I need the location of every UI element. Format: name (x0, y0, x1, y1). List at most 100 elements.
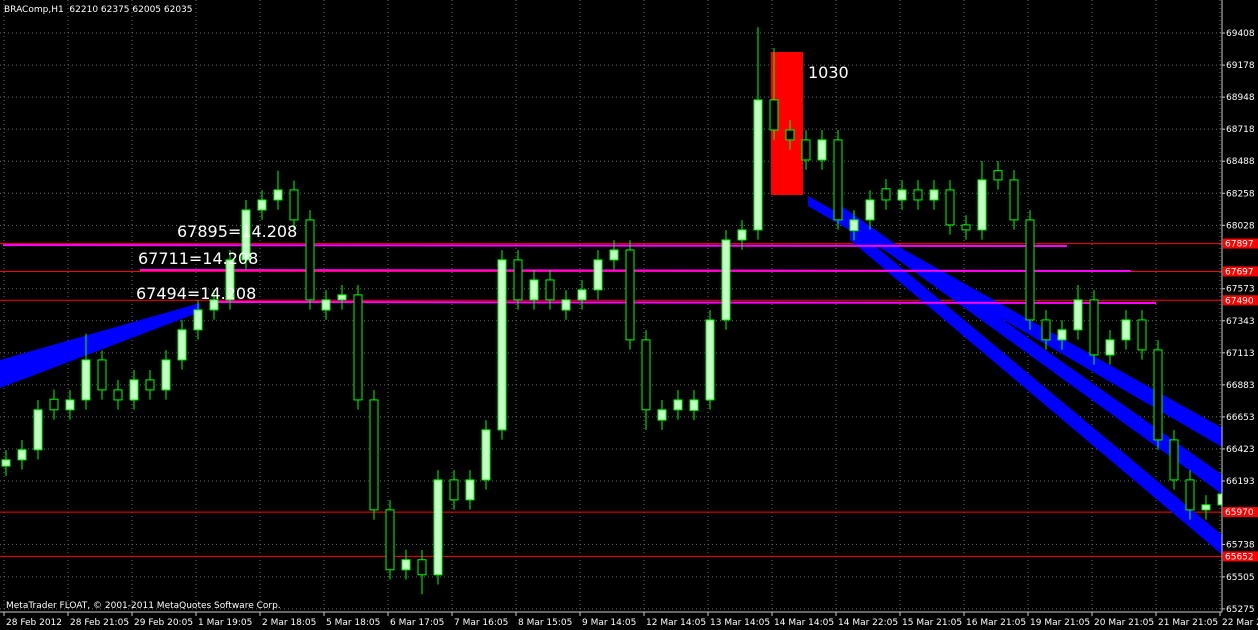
candle-body (1169, 439, 1179, 481)
candle-body (689, 399, 699, 411)
y-tick-label: 68948 (1226, 93, 1255, 103)
candle-body (561, 299, 571, 311)
level-label-box (1223, 507, 1258, 518)
candle-body (1105, 339, 1115, 356)
candle-body (1009, 179, 1019, 221)
candle-body (721, 239, 731, 321)
x-tick-label: 12 Mar 14:05 (646, 618, 706, 628)
candle-body (193, 309, 203, 331)
x-tick-label: 29 Feb 20:05 (134, 618, 193, 628)
candle-body (1121, 319, 1131, 341)
trend-channel (0, 303, 200, 388)
candle-body (49, 398, 59, 411)
candle-body (65, 399, 75, 411)
candle-body (321, 299, 331, 311)
candle-body (1217, 493, 1222, 506)
y-tick-label: 66653 (1226, 413, 1255, 423)
candle-body (833, 139, 843, 221)
level-label-box (1223, 551, 1258, 562)
candle-body (785, 129, 795, 141)
candle-body (1185, 479, 1195, 511)
y-tick-label: 66423 (1226, 445, 1255, 455)
candle-body (513, 259, 523, 301)
y-tick-label: 69408 (1226, 29, 1255, 39)
level-label: 67490 (1225, 296, 1254, 306)
y-tick-label: 65505 (1226, 573, 1255, 583)
fib-line (139, 269, 1132, 272)
candle-body (17, 449, 27, 461)
candle-body (897, 189, 907, 201)
x-tick-label: 28 Feb 2012 (6, 618, 62, 628)
footer: MetaTrader FLOAT, © 2001-2011 MetaQuotes… (6, 601, 281, 611)
candle-body (801, 139, 811, 161)
y-tick-label: 67343 (1226, 317, 1255, 327)
x-tick-label: 5 Mar 18:05 (326, 618, 380, 628)
x-tick-label: 22 Mar 21 (1222, 618, 1258, 628)
candle-body (433, 479, 443, 576)
y-tick-label: 66193 (1226, 477, 1255, 487)
y-tick-label: 68718 (1226, 125, 1255, 135)
trend-channel (840, 205, 1222, 494)
candle-body (849, 219, 859, 232)
candle-body (817, 139, 827, 161)
candle-body (961, 224, 971, 231)
candle-body (1057, 329, 1067, 341)
candle-body (257, 199, 267, 211)
candle-body (1041, 319, 1051, 341)
x-tick-label: 6 Mar 17:05 (390, 618, 444, 628)
x-tick-label: 9 Mar 14:05 (582, 618, 636, 628)
fib-line (2, 244, 1068, 247)
candle-body (81, 359, 91, 401)
level-label-box (1223, 266, 1258, 277)
candle-body (465, 479, 475, 501)
candle-body (1073, 299, 1083, 331)
candle-body (161, 359, 171, 391)
x-tick-label: 2 Mar 18:05 (262, 618, 316, 628)
candle-body (369, 399, 379, 511)
candle-body (577, 289, 587, 301)
candle-body (1201, 504, 1211, 511)
candle-body (705, 319, 715, 401)
chart-objects (0, 52, 1222, 555)
candle-body (113, 389, 123, 401)
candle-body (913, 189, 923, 201)
x-tick-label: 15 Mar 21:05 (902, 618, 962, 628)
x-tick-label: 19 Mar 21:05 (1030, 618, 1090, 628)
candle-body (657, 409, 667, 421)
candle-body (289, 189, 299, 221)
candle-body (305, 219, 315, 301)
candle-body (449, 479, 459, 501)
y-tick-label: 68258 (1226, 189, 1255, 199)
y-tick-label: 65275 (1226, 605, 1255, 615)
level-label: 67697 (1225, 267, 1254, 277)
candle-body (945, 189, 955, 226)
y-tick-label: 66883 (1226, 381, 1255, 391)
candle-body (993, 170, 1003, 181)
candle-body (97, 359, 107, 391)
x-tick-label: 21 Mar 21:05 (1158, 618, 1218, 628)
annotation: 67494=14.208 (136, 284, 256, 303)
candle-body (593, 259, 603, 291)
trend-channel (850, 225, 1222, 555)
candle-body (273, 189, 283, 201)
level-label: 65970 (1225, 508, 1254, 518)
y-tick-label: 67573 (1226, 285, 1255, 295)
candle-body (1089, 299, 1099, 356)
x-tick-label: 1 Mar 19:05 (198, 618, 252, 628)
candle-body (977, 179, 987, 231)
candle-body (1153, 349, 1163, 441)
candle-body (209, 299, 219, 311)
level-label-box (1223, 238, 1258, 249)
candle-body (641, 339, 651, 411)
chart-title: BRAComp,H1 62210 62375 62005 62035 (4, 5, 193, 15)
candle-body (529, 279, 539, 301)
x-tick-label: 13 Mar 14:05 (710, 618, 770, 628)
annotation: 67711=14.208 (138, 249, 258, 268)
y-tick-label: 69178 (1226, 61, 1255, 71)
candle-body (625, 249, 635, 341)
candle-body (401, 559, 411, 571)
candle-body (145, 379, 155, 391)
candle-body (497, 259, 507, 431)
candle-body (177, 329, 187, 361)
